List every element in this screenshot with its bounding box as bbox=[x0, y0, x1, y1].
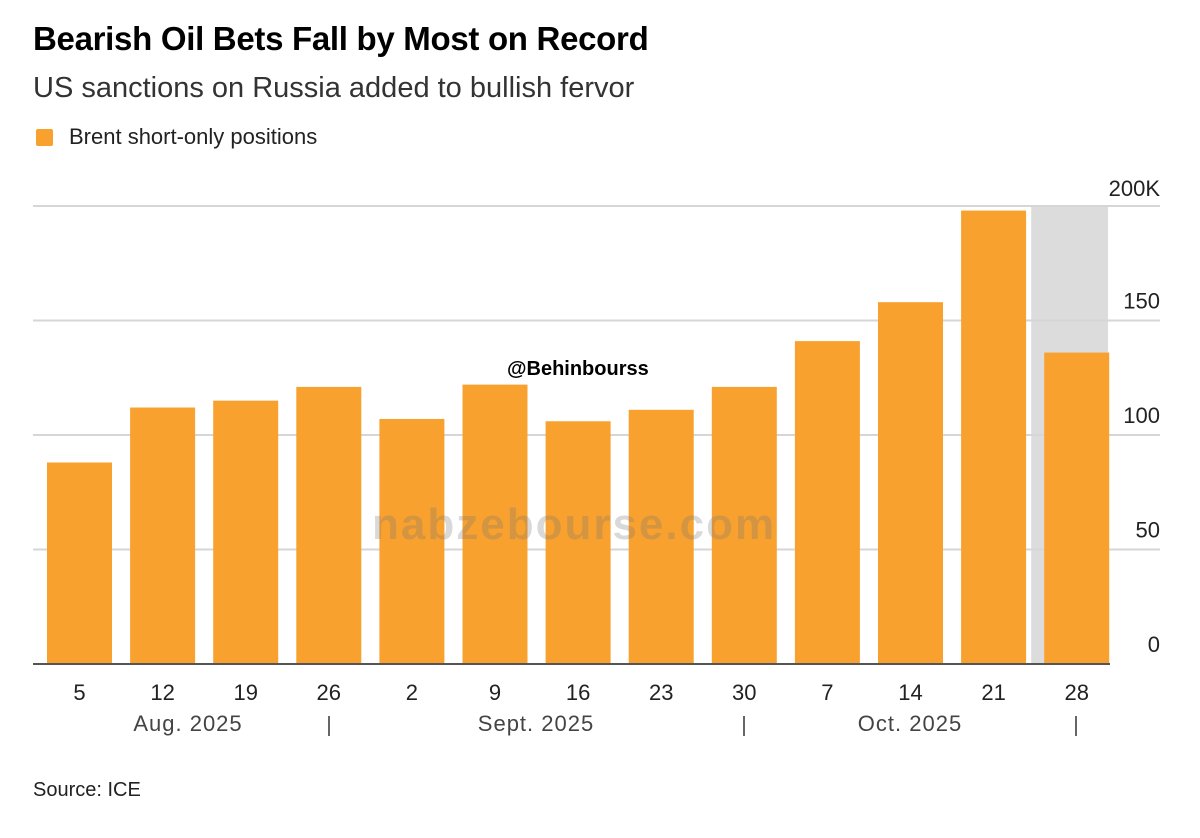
watermark-site: nabzebourse.com bbox=[372, 500, 777, 549]
x-tick-label: 19 bbox=[233, 680, 257, 705]
legend: Brent short-only positions bbox=[36, 124, 317, 150]
y-tick-label: 50 bbox=[1136, 518, 1160, 543]
x-tick-label: 2 bbox=[406, 680, 418, 705]
bar-16 bbox=[545, 421, 611, 664]
chart-title: Bearish Oil Bets Fall by Most on Record bbox=[33, 20, 649, 57]
x-tick-label: 12 bbox=[150, 680, 174, 705]
x-tick-label: 23 bbox=[649, 680, 673, 705]
bar-12 bbox=[130, 407, 196, 664]
y-tick-label: 100 bbox=[1123, 403, 1160, 428]
bar-19 bbox=[213, 400, 279, 664]
bar-2 bbox=[379, 418, 445, 664]
month-label: Oct. 2025 bbox=[858, 711, 962, 736]
y-tick-label: 200K bbox=[1109, 176, 1161, 201]
legend-label: Brent short-only positions bbox=[69, 124, 318, 149]
bar-28 bbox=[1044, 352, 1110, 664]
bar-14 bbox=[878, 302, 943, 664]
x-tick-label: 9 bbox=[489, 680, 501, 705]
bar-7 bbox=[794, 341, 860, 664]
bar-26 bbox=[296, 386, 362, 664]
x-tick-label: 16 bbox=[566, 680, 590, 705]
bar-23 bbox=[628, 409, 694, 664]
x-tick-label: 7 bbox=[821, 680, 833, 705]
month-label: Aug. 2025 bbox=[133, 711, 242, 736]
x-tick-label: 26 bbox=[317, 680, 341, 705]
source-note: Source: ICE bbox=[33, 779, 141, 801]
x-tick-label: 28 bbox=[1064, 680, 1088, 705]
watermark-handle: @Behinbourss bbox=[507, 358, 649, 380]
x-tick-label: 21 bbox=[981, 680, 1005, 705]
chart-subtitle: US sanctions on Russia added to bullish … bbox=[33, 72, 635, 104]
x-tick-label: 5 bbox=[73, 680, 85, 705]
bar-21 bbox=[961, 210, 1027, 664]
month-label: Sept. 2025 bbox=[478, 711, 594, 736]
bar-5 bbox=[47, 462, 112, 664]
y-tick-label: 150 bbox=[1123, 289, 1160, 314]
bar-30 bbox=[711, 386, 777, 664]
legend-swatch bbox=[36, 128, 53, 146]
x-tick-label: 30 bbox=[732, 680, 756, 705]
y-tick-label: 0 bbox=[1148, 632, 1160, 657]
x-tick-label: 14 bbox=[898, 680, 922, 705]
bar-9 bbox=[462, 384, 528, 664]
